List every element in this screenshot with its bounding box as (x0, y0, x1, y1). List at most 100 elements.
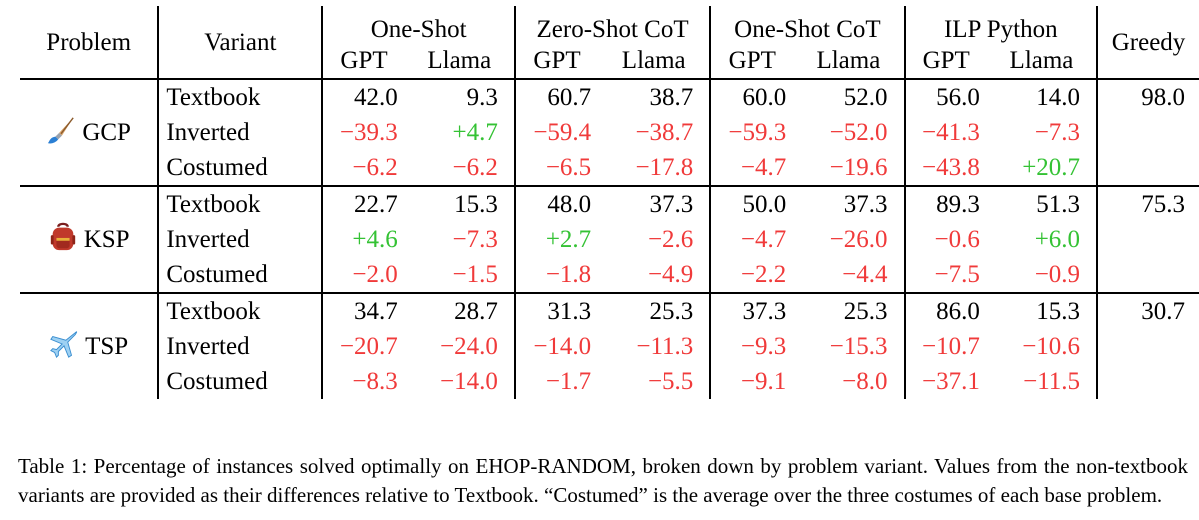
greedy-cell: 75.3 (1096, 185, 1199, 222)
value-cell: 50.0 (709, 185, 794, 222)
header-variant: Variant (157, 6, 323, 79)
value-cell: −6.2 (452, 154, 498, 181)
greedy-cell (1096, 329, 1199, 364)
value-cell: −37.1 (903, 364, 987, 399)
value-cell: −52.0 (829, 119, 888, 146)
table-row: TSP Textbook 34.7 28.7 31.3 25.3 37.3 25.3 86.0 1… (20, 292, 1199, 399)
value-cell: −4.7 (709, 222, 794, 257)
header-group-ilp-python: ILP Python (903, 6, 1098, 42)
value-cell: 34.7 (321, 292, 405, 329)
problem-cell-ksp: KSP (20, 185, 159, 293)
value-cell: −39.3 (321, 115, 405, 150)
header-model-llama: Llama (621, 46, 686, 74)
table-caption: Table 1: Percentage of instances solved … (18, 454, 1188, 507)
value-cell: 86.0 (903, 292, 987, 329)
header-group-one-shot-cot: One-Shot CoT (709, 6, 905, 42)
greedy-cell (1096, 222, 1199, 257)
value-cell: −1.7 (513, 364, 599, 399)
value-cell: −9.1 (709, 364, 794, 399)
variant-label: Textbook (157, 185, 323, 222)
table-row: Inverted −20.7 −24.0 −14.0 −11.3 −9.3 −15.3 −10… (20, 329, 1199, 364)
greedy-cell (1096, 257, 1199, 293)
value-cell: 28.7 (404, 292, 515, 329)
problem-label: TSP (85, 333, 129, 360)
value-cell: −24.0 (440, 333, 498, 360)
greedy-cell (1096, 150, 1199, 186)
value-cell: −10.7 (903, 329, 987, 364)
value-cell: 51.3 (986, 185, 1098, 222)
value-cell: −38.7 (635, 119, 694, 146)
value-cell: −59.4 (513, 115, 599, 150)
variant-label: Inverted (157, 222, 323, 257)
header-row-groups: Problem Variant One-Shot Zero-Shot CoT O… (20, 6, 1199, 79)
value-cell: −9.3 (709, 329, 794, 364)
value-cell: 15.3 (404, 185, 515, 222)
value-cell: −0.6 (903, 222, 987, 257)
value-cell: 22.7 (321, 185, 405, 222)
value-cell: −7.3 (452, 226, 498, 253)
value-cell: −1.8 (513, 257, 599, 293)
table-row: Inverted −39.3 +4.7 −59.4 −38.7 −59.3 −52.0 −41… (20, 115, 1199, 150)
value-cell: 37.3 (793, 185, 905, 222)
table-row: KSP Textbook 22.7 15.3 48.0 37.3 50.0 37.3 89.3 5… (20, 185, 1199, 293)
header-problem: Problem (46, 28, 132, 56)
value-cell: 60.0 (709, 79, 794, 115)
header-group-one-shot: One-Shot (321, 6, 515, 42)
value-cell: 9.3 (466, 84, 498, 111)
header-model-gpt: GPT (709, 42, 794, 79)
value-cell: 15.3 (986, 292, 1098, 329)
value-cell: +6.0 (1034, 226, 1081, 253)
variant-label: Inverted (157, 329, 323, 364)
value-cell: −2.2 (709, 257, 794, 293)
value-cell: −10.6 (1022, 333, 1081, 360)
value-cell: 56.0 (903, 79, 987, 115)
value-cell: −43.8 (903, 150, 987, 186)
backpack-icon (48, 222, 78, 257)
value-cell: −11.5 (1023, 368, 1081, 395)
value-cell: 25.3 (598, 292, 711, 329)
value-cell: −5.5 (647, 368, 694, 395)
table-row: Costumed −2.0 −1.5 −1.8 −4.9 −2.2 −4.4 −7.5 −0.9 (20, 257, 1199, 293)
paintbrush-icon (46, 115, 76, 150)
table-row: GCP Textbook 42.0 9.3 60.7 38.7 60.0 52.0 56.0 14… (20, 79, 1199, 145)
value-cell: −17.8 (635, 154, 694, 181)
table-body: GCP Textbook 42.0 9.3 60.7 38.7 60.0 52.0 56.0 14… (20, 79, 1199, 399)
header-row-models: GPT Llama GPT Llama GPT Llama GPT Llama (20, 42, 1199, 79)
variant-label: Costumed (157, 257, 323, 293)
value-cell: 14.0 (1036, 84, 1081, 111)
value-cell: −4.9 (647, 261, 694, 288)
variant-label: Inverted (157, 115, 323, 150)
value-cell: 25.3 (793, 292, 905, 329)
value-cell: +4.7 (452, 119, 498, 146)
value-cell: −19.6 (829, 154, 888, 181)
value-cell: −1.5 (452, 261, 498, 288)
header-model-llama: Llama (1009, 46, 1074, 74)
value-cell: 48.0 (513, 185, 599, 222)
value-cell: 31.3 (513, 292, 599, 329)
value-cell: −14.0 (440, 368, 498, 395)
problem-label: KSP (83, 226, 130, 253)
value-cell: −41.3 (903, 115, 987, 150)
value-cell: −8.0 (842, 368, 888, 395)
header-model-gpt: GPT (513, 42, 599, 79)
variant-label: Textbook (157, 79, 323, 115)
problem-label: GCP (82, 119, 131, 146)
table-row: Costumed −6.2 −6.2 −6.5 −17.8 −4.7 −19.6 −43.8 +… (20, 150, 1199, 186)
value-cell: 42.0 (321, 79, 405, 115)
value-cell: −6.5 (513, 150, 599, 186)
value-cell: −15.3 (829, 333, 888, 360)
variant-label: Textbook (157, 292, 323, 329)
airplane-icon (49, 329, 79, 364)
greedy-cell (1096, 115, 1199, 150)
value-cell: +4.6 (321, 222, 405, 257)
header-group-zero-shot-cot: Zero-Shot CoT (513, 6, 711, 42)
value-cell: 52.0 (843, 84, 888, 111)
value-cell: −59.3 (709, 115, 794, 150)
problem-cell-tsp: TSP (20, 292, 159, 399)
value-cell: −4.4 (842, 261, 888, 288)
value-cell: −0.9 (1034, 261, 1081, 288)
value-cell: −6.2 (321, 150, 405, 186)
variant-label: Costumed (157, 150, 323, 186)
table-row: Costumed −8.3 −14.0 −1.7 −5.5 −9.1 −8.0 −37.1 −1… (20, 364, 1199, 399)
